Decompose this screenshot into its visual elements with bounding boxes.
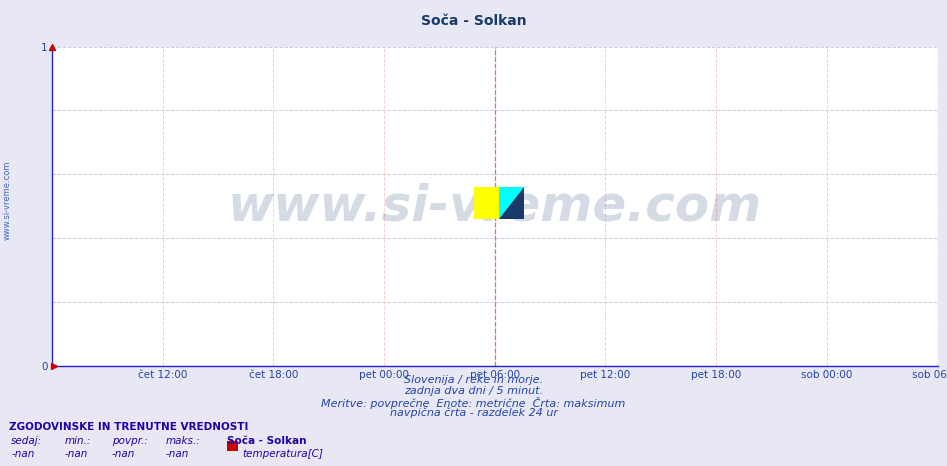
- Text: -nan: -nan: [166, 449, 189, 459]
- Text: min.:: min.:: [64, 436, 91, 445]
- Text: -nan: -nan: [64, 449, 88, 459]
- Polygon shape: [499, 187, 524, 219]
- Polygon shape: [499, 187, 524, 219]
- Text: Slovenija / reke in morje.: Slovenija / reke in morje.: [404, 375, 543, 385]
- Text: navpična črta - razdelek 24 ur: navpična črta - razdelek 24 ur: [389, 407, 558, 418]
- Text: temperatura[C]: temperatura[C]: [242, 449, 323, 459]
- Text: povpr.:: povpr.:: [112, 436, 148, 445]
- Text: Soča - Solkan: Soča - Solkan: [420, 14, 527, 28]
- Text: ZGODOVINSKE IN TRENUTNE VREDNOSTI: ZGODOVINSKE IN TRENUTNE VREDNOSTI: [9, 422, 249, 432]
- Text: maks.:: maks.:: [166, 436, 201, 445]
- Text: www.si-vreme.com: www.si-vreme.com: [227, 182, 762, 230]
- Text: Soča - Solkan: Soča - Solkan: [227, 436, 307, 445]
- Text: Meritve: povprečne  Enote: metrične  Črta: maksimum: Meritve: povprečne Enote: metrične Črta:…: [321, 397, 626, 409]
- Text: www.si-vreme.com: www.si-vreme.com: [3, 161, 12, 240]
- Polygon shape: [474, 187, 499, 219]
- Text: -nan: -nan: [112, 449, 135, 459]
- Text: zadnja dva dni / 5 minut.: zadnja dva dni / 5 minut.: [404, 386, 543, 396]
- Text: -nan: -nan: [11, 449, 35, 459]
- Text: sedaj:: sedaj:: [11, 436, 43, 445]
